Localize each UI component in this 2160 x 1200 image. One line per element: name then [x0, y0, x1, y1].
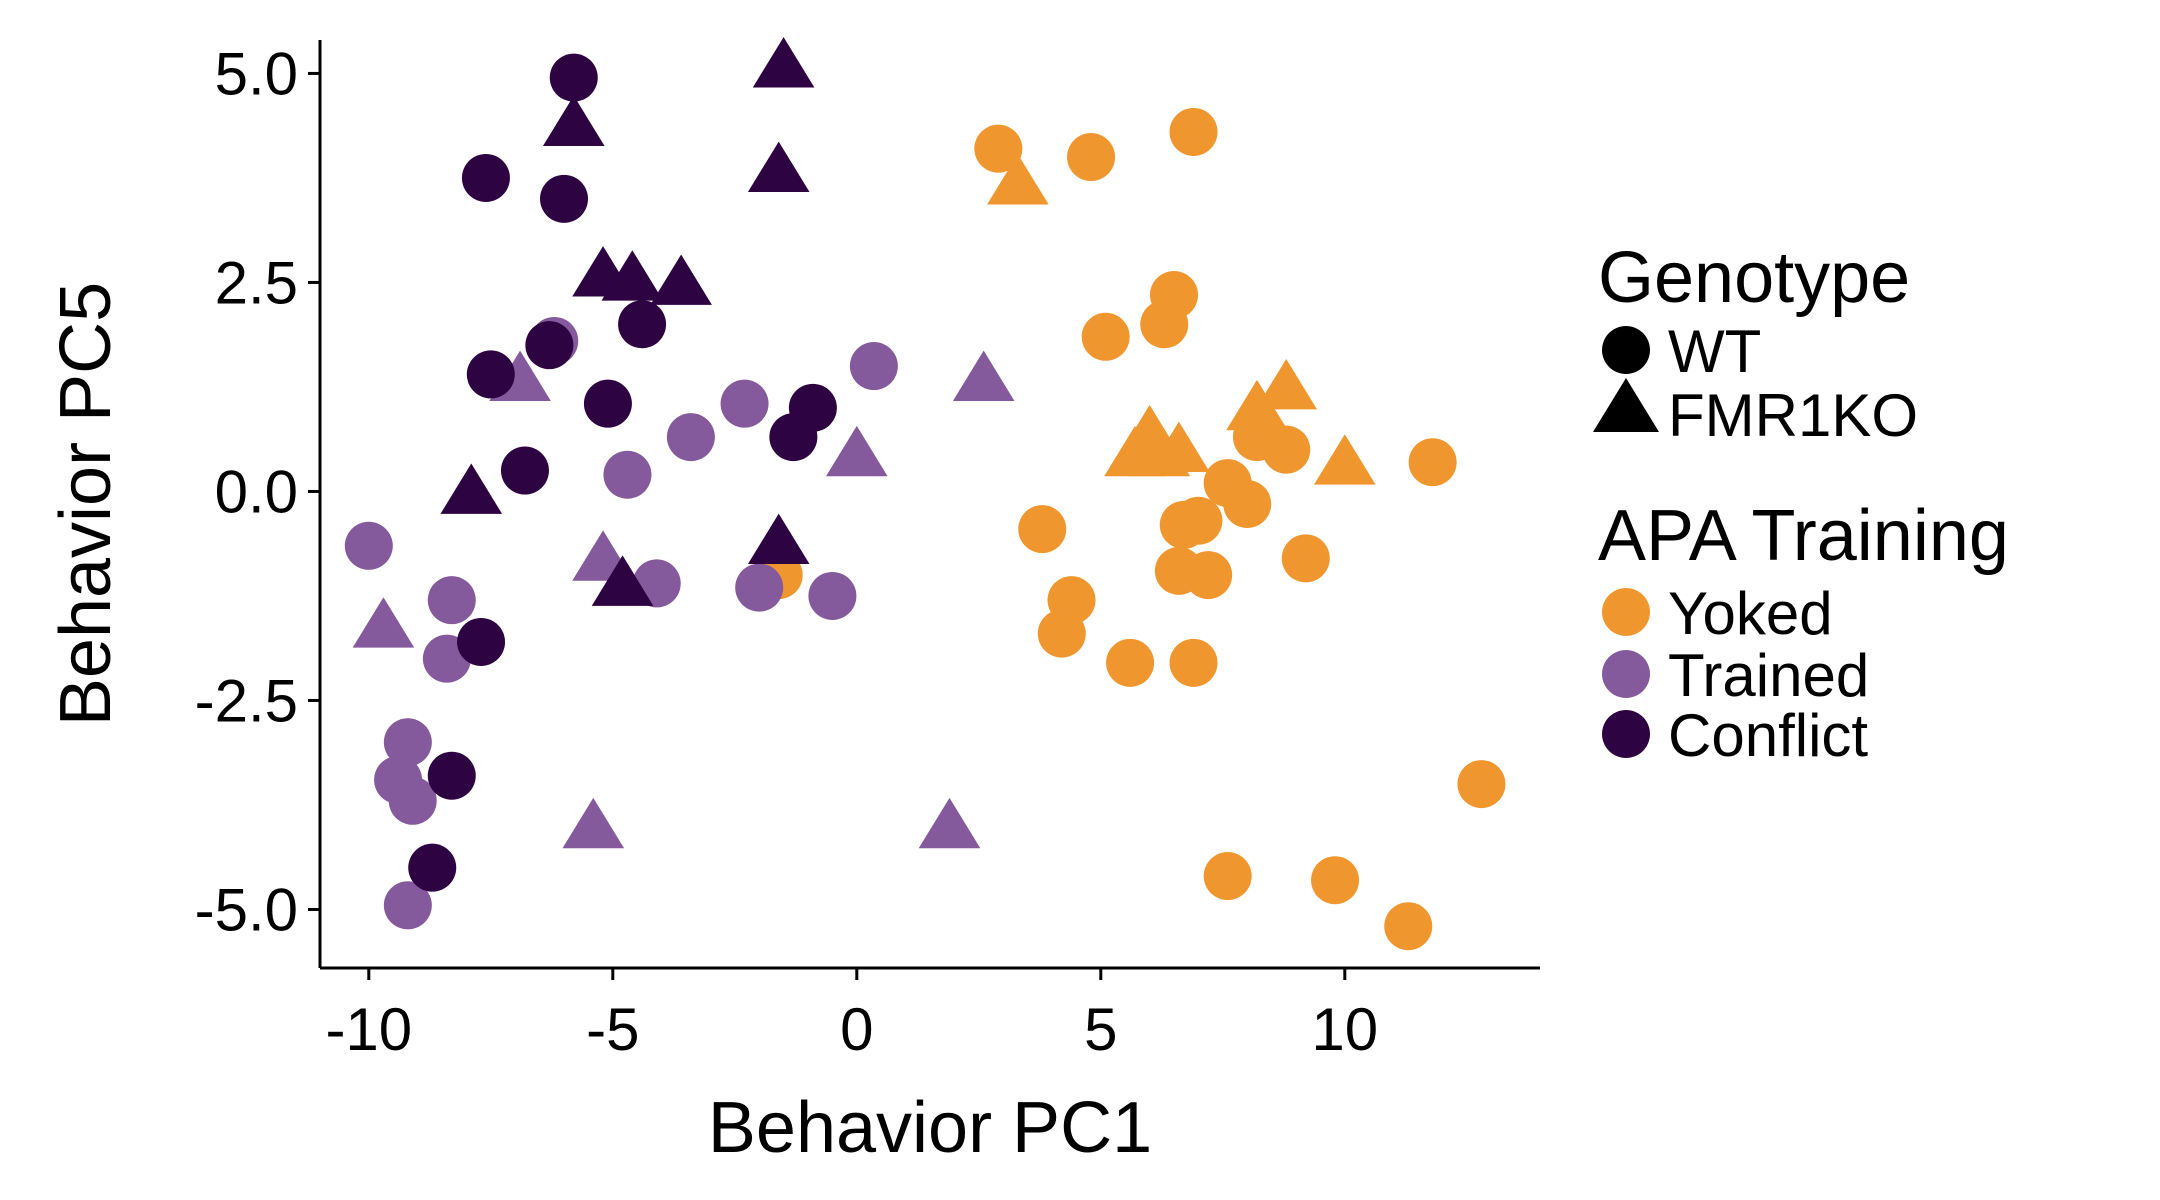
legend-wt-circle-key: [1602, 326, 1650, 374]
yoked-wt-point: [1169, 107, 1218, 156]
conflict-fmr1ko-point: [747, 513, 810, 565]
conflict-fmr1ko-point: [650, 254, 712, 305]
yoked-wt-point: [1184, 551, 1233, 600]
conflict-wt-point: [457, 617, 506, 666]
trained-wt-point: [603, 450, 652, 499]
legend-yoked-key: [1602, 588, 1650, 636]
trained-fmr1ko-point: [918, 797, 981, 849]
trained-wt-point: [808, 571, 857, 620]
conflict-wt-point: [540, 174, 588, 223]
yoked-wt-point: [974, 124, 1023, 173]
yoked-fmr1ko-point: [987, 154, 1049, 205]
yoked-wt-point: [1384, 902, 1433, 951]
legend-genotype-title: Genotype: [1598, 238, 1910, 318]
trained-wt-point: [427, 576, 476, 625]
conflict-fmr1ko-point: [542, 95, 605, 147]
yoked-wt-point: [1018, 505, 1067, 554]
conflict-wt-point: [500, 446, 549, 495]
legend-yoked-label: Yoked: [1668, 580, 1833, 647]
trained-wt-point: [735, 563, 784, 612]
yoked-fmr1ko-point: [1226, 379, 1288, 431]
trained-wt-point: [388, 776, 437, 825]
yoked-wt-point: [1203, 852, 1252, 901]
trained-wt-point: [849, 342, 898, 391]
x-tick-label: -10: [325, 996, 412, 1063]
yoked-wt-point: [1169, 638, 1218, 687]
yoked-fmr1ko-point: [1148, 421, 1210, 473]
x-axis-title: Behavior PC1: [708, 1088, 1152, 1168]
conflict-fmr1ko-point: [601, 250, 664, 301]
trained-fmr1ko-point: [562, 797, 625, 849]
conflict-wt-point: [583, 379, 632, 428]
legend-genotype: Genotype WT FMR1KO: [1593, 238, 1918, 449]
y-tick-label: 0.0: [215, 458, 298, 525]
conflict-wt-point: [461, 153, 510, 202]
conflict-fmr1ko-point: [440, 463, 503, 514]
trained-wt-point: [720, 379, 769, 428]
yoked-wt-point: [1140, 300, 1189, 349]
trained-wt-point: [383, 881, 432, 930]
legend-trained-label: Trained: [1668, 642, 1869, 709]
yoked-fmr1ko-point: [1314, 434, 1376, 485]
legend-fmr1ko-triangle-key: [1593, 378, 1659, 432]
yoked-wt-point: [1223, 480, 1272, 528]
y-tick-label: 2.5: [215, 249, 298, 316]
y-tick-label: 5.0: [215, 40, 298, 107]
conflict-wt-point: [549, 53, 598, 102]
trained-fmr1ko-point: [952, 350, 1015, 401]
x-tick-label: 5: [1084, 996, 1117, 1063]
conflict-fmr1ko-point: [591, 555, 654, 606]
legend-apa-training: APA Training Yoked Trained Conflict: [1598, 496, 2009, 769]
yoked-wt-point: [1408, 438, 1457, 487]
trained-wt-point: [344, 521, 393, 570]
yoked-wt-point: [1281, 534, 1330, 583]
yoked-wt-point: [1081, 312, 1130, 361]
trained-fmr1ko-point: [826, 425, 888, 477]
yoked-wt-point: [1106, 638, 1155, 687]
conflict-fmr1ko-point: [747, 141, 810, 192]
y-tick-label: -2.5: [195, 667, 298, 734]
yoked-wt-point: [1037, 609, 1086, 658]
conflict-wt-point: [427, 751, 476, 800]
x-tick-label: 0: [840, 996, 873, 1063]
legend-trained-key: [1602, 650, 1650, 698]
data-points: [344, 37, 1506, 951]
conflict-wt-point: [525, 321, 574, 370]
x-tick-label: -5: [586, 996, 639, 1063]
yoked-wt-point: [1311, 856, 1360, 905]
yoked-fmr1ko-point: [1255, 358, 1318, 410]
trained-wt-point: [666, 413, 715, 462]
trained-fmr1ko-point: [352, 597, 415, 648]
legend-apa-training-title: APA Training: [1598, 496, 2009, 576]
yoked-wt-point: [1174, 496, 1223, 545]
legend-fmr1ko-label: FMR1KO: [1668, 382, 1918, 449]
conflict-wt-point: [466, 350, 515, 399]
trained-wt-point: [383, 718, 432, 767]
conflict-wt-point: [408, 843, 457, 892]
x-axis-ticks: -10 -5 0 5 10: [325, 968, 1378, 1063]
axes: -5.0 -2.5 0.0 2.5 5.0 -10 -5 0 5 10: [195, 40, 1540, 1063]
legend-wt-label: WT: [1668, 318, 1761, 385]
conflict-wt-point: [769, 413, 818, 462]
y-axis-title: Behavior PC5: [46, 282, 126, 726]
x-tick-label: 10: [1311, 996, 1378, 1063]
yoked-wt-point: [1067, 133, 1116, 182]
y-tick-label: -5.0: [195, 876, 298, 943]
yoked-wt-point: [1457, 760, 1506, 809]
conflict-wt-point: [618, 300, 667, 349]
legend-conflict-label: Conflict: [1668, 702, 1868, 769]
conflict-fmr1ko-point: [752, 37, 815, 88]
y-axis-ticks: -5.0 -2.5 0.0 2.5 5.0: [195, 40, 320, 943]
legend-conflict-key: [1602, 710, 1650, 758]
yoked-wt-point: [1262, 425, 1311, 474]
